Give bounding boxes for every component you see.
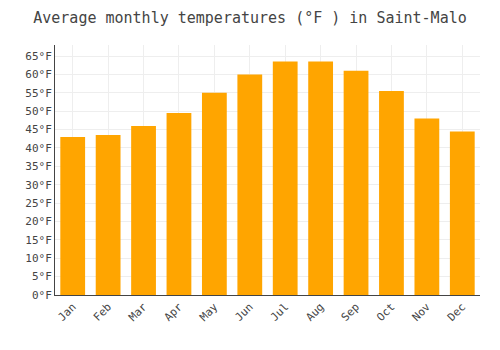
svg-text:May: May	[197, 300, 221, 324]
svg-text:60°F: 60°F	[25, 68, 52, 81]
svg-text:65°F: 65°F	[25, 50, 52, 63]
svg-text:20°F: 20°F	[25, 215, 52, 228]
svg-text:Jan: Jan	[55, 301, 78, 324]
svg-text:Apr: Apr	[162, 300, 186, 324]
svg-text:Aug: Aug	[303, 301, 326, 324]
svg-text:Jun: Jun	[233, 301, 256, 324]
svg-text:50°F: 50°F	[25, 105, 52, 118]
svg-text:30°F: 30°F	[25, 179, 52, 192]
svg-text:Oct: Oct	[374, 301, 397, 324]
svg-text:55°F: 55°F	[25, 87, 52, 100]
svg-text:Jul: Jul	[268, 301, 291, 324]
svg-text:Average monthly temperatures (: Average monthly temperatures (°F ) in Sa…	[33, 9, 466, 27]
svg-text:5°F: 5°F	[32, 270, 52, 283]
svg-text:25°F: 25°F	[25, 197, 52, 210]
svg-text:Feb: Feb	[91, 301, 114, 324]
svg-text:40°F: 40°F	[25, 142, 52, 155]
svg-text:Mar: Mar	[126, 300, 150, 324]
svg-text:10°F: 10°F	[25, 252, 52, 265]
svg-text:0°F: 0°F	[32, 289, 52, 302]
svg-text:Dec: Dec	[445, 301, 468, 324]
svg-text:35°F: 35°F	[25, 160, 52, 173]
svg-text:15°F: 15°F	[25, 234, 52, 247]
svg-text:Nov: Nov	[410, 300, 434, 324]
svg-text:45°F: 45°F	[25, 123, 52, 136]
svg-text:Sep: Sep	[339, 301, 362, 324]
